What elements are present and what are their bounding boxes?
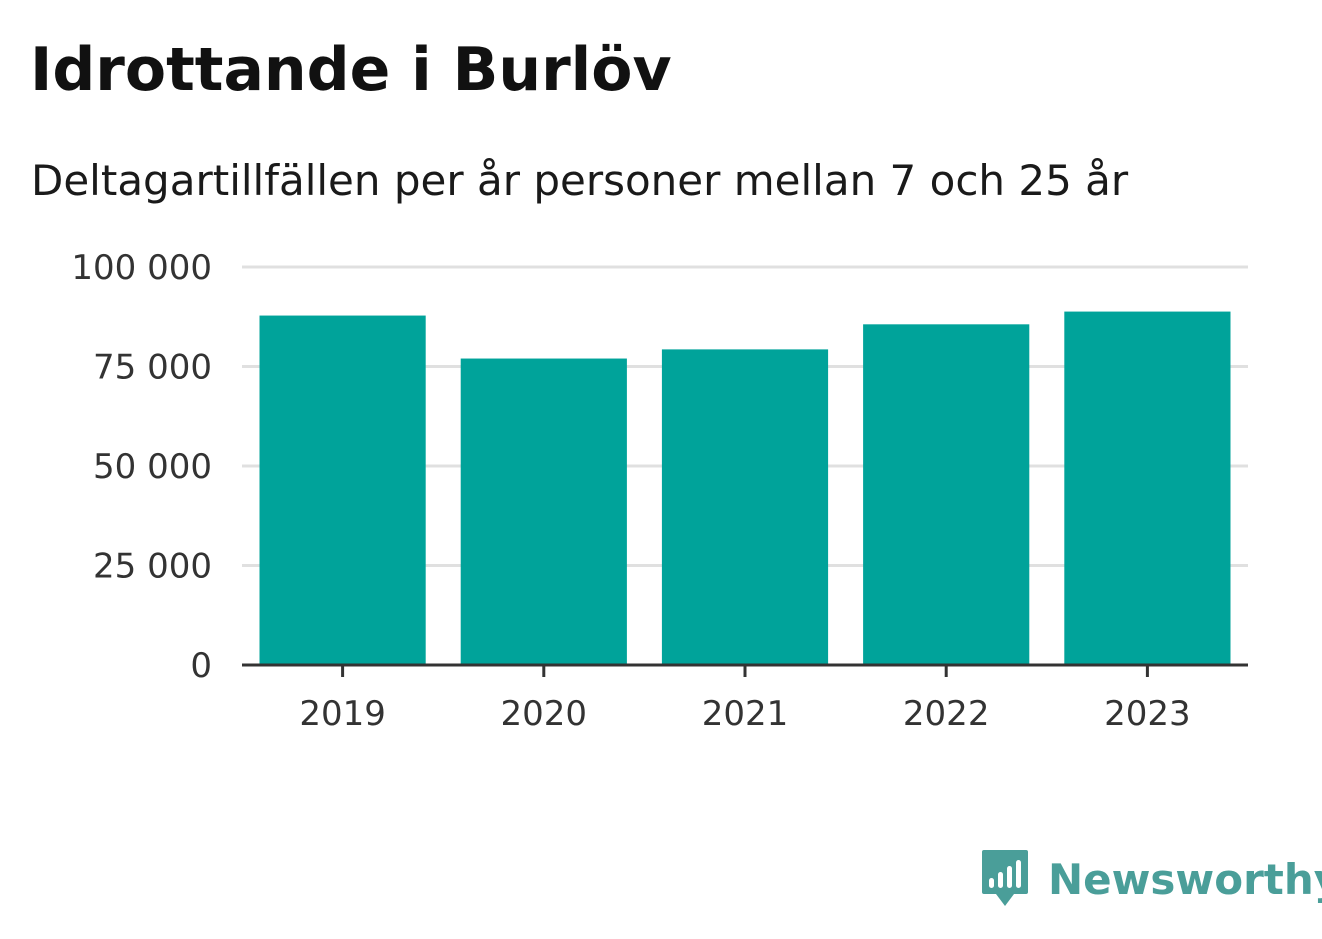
y-tick-label: 75 000 (93, 348, 212, 388)
x-axis (242, 663, 1248, 677)
y-axis-tick-labels: 0 25 000 50 000 75 000 100 000 (71, 248, 212, 686)
newsworthy-chart-bubble-icon (982, 850, 1028, 906)
x-tick-label: 2019 (299, 694, 386, 734)
x-tick-label: 2022 (903, 694, 990, 734)
chart-title: Idrottande i Burlöv (30, 35, 672, 105)
y-tick-label: 25 000 (93, 547, 212, 587)
bar-2020 (460, 358, 627, 665)
bar-2022 (863, 324, 1030, 665)
y-tick-label: 0 (190, 646, 212, 686)
bar-2023 (1064, 311, 1231, 665)
bar-2021 (661, 349, 829, 665)
bar-2019 (259, 315, 426, 665)
chart-subtitle: Deltagartillfällen per år personer mella… (31, 156, 1129, 205)
logo-text: Newsworthy (1048, 854, 1322, 904)
x-axis-tick-labels: 2019 2020 2021 2022 2023 (299, 694, 1190, 734)
y-tick-label: 100 000 (71, 248, 212, 288)
bars (259, 311, 1231, 665)
x-tick-label: 2021 (702, 694, 789, 734)
x-tick-label: 2020 (501, 694, 588, 734)
newsworthy-logo: Newsworthy (980, 848, 1322, 910)
y-tick-label: 50 000 (93, 447, 212, 487)
x-tick-label: 2023 (1104, 694, 1191, 734)
